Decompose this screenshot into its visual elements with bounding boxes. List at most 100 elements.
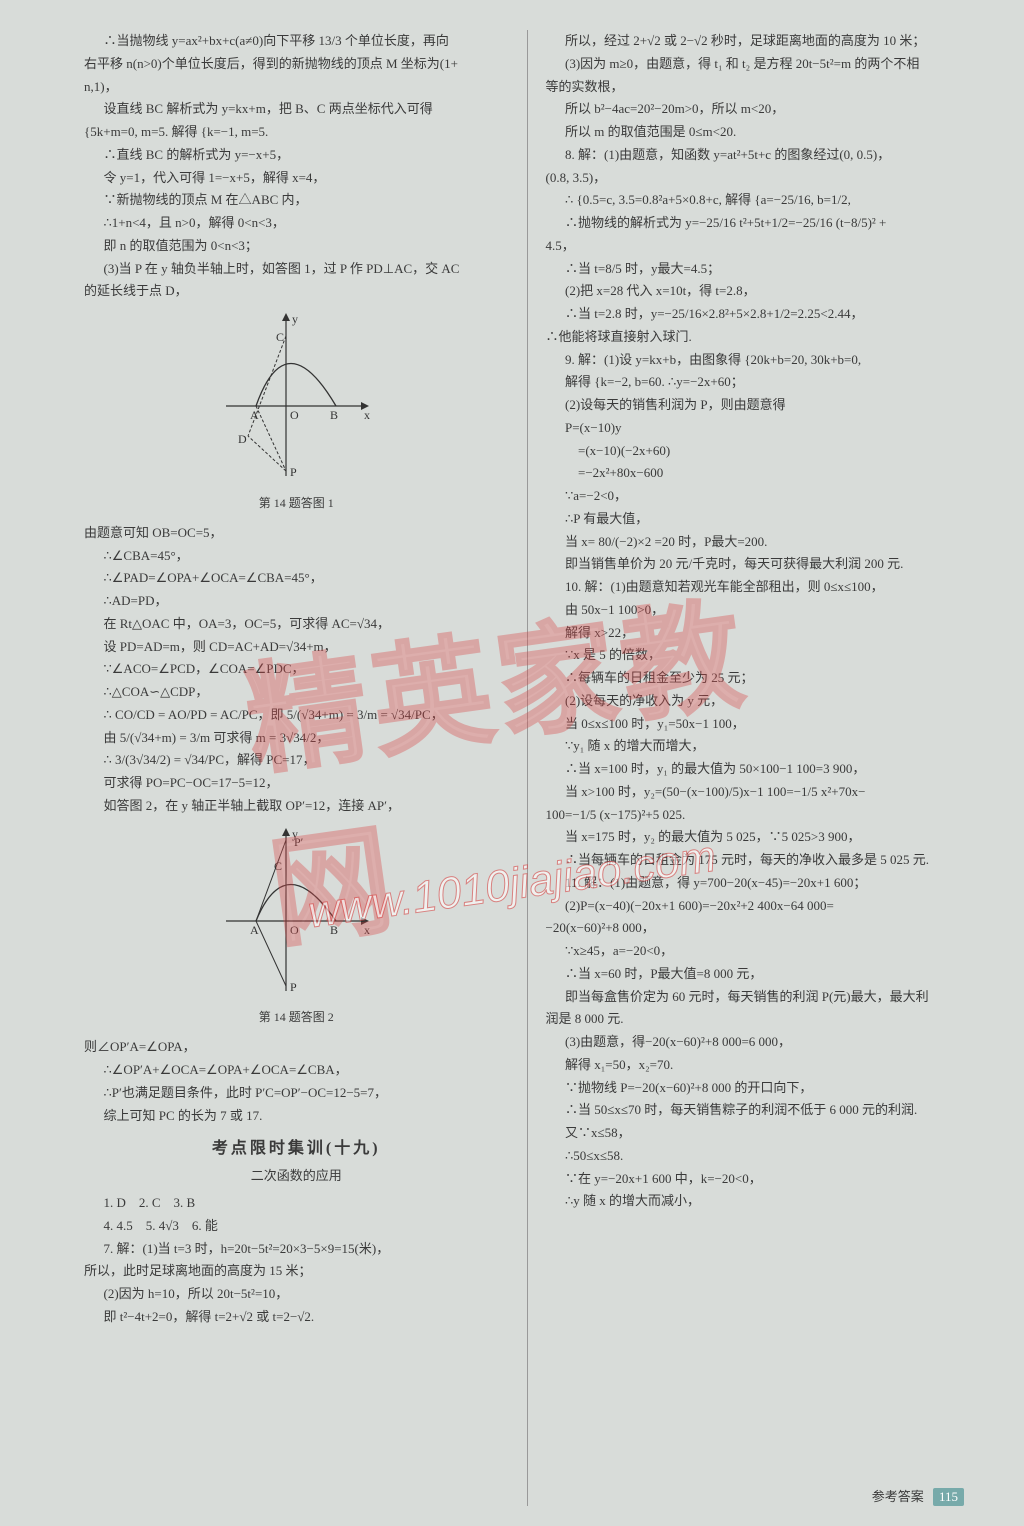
text-line: (2)因为 h=10，所以 20t−5t²=10， — [84, 1283, 509, 1306]
text-line: ∴△COA∽△CDP， — [84, 681, 509, 704]
text-line: ∴ 3/(3√34/2) = √34/PC，解得 PC=17， — [84, 749, 509, 772]
text-line: 当 0≤x≤100 时，y₁=50x−1 100， — [546, 713, 971, 736]
text-line: 所以 b²−4ac=20²−20m>0，所以 m<20， — [546, 98, 971, 121]
text-line: 在 Rt△OAC 中，OA=3，OC=5，可求得 AC=√34， — [84, 613, 509, 636]
text-line: ∵a=−2<0， — [546, 485, 971, 508]
text-line: (3)由题意，得−20(x−60)²+8 000=6 000， — [546, 1031, 971, 1054]
text-line: ∴他能将球直接射入球门. — [546, 326, 971, 349]
text-line: 4.5， — [546, 235, 971, 258]
text-line: 的延长线于点 D， — [84, 280, 509, 303]
text-line: 9. 解：(1)设 y=kx+b，由图象得 {20k+b=20, 30k+b=0… — [546, 349, 971, 372]
text-line: 如答图 2，在 y 轴正半轴上截取 OP′=12，连接 AP′， — [84, 795, 509, 818]
text-line: 所以 m 的取值范围是 0≤m<20. — [546, 121, 971, 144]
text-line: ∴抛物线的解析式为 y=−25/16 t²+5t+1/2=−25/16 (t−8… — [546, 212, 971, 235]
section-title: 考点限时集训(十九) — [84, 1135, 509, 1163]
text-line: 综上可知 PC 的长为 7 或 17. — [84, 1105, 509, 1128]
text-line: ∴直线 BC 的解析式为 y=−x+5， — [84, 144, 509, 167]
text-line: ∴当 t=2.8 时，y=−25/16×2.8²+5×2.8+1/2=2.25<… — [546, 303, 971, 326]
svg-text:D: D — [238, 432, 247, 446]
text-line: ∴P 有最大值， — [546, 508, 971, 531]
text-line: =(x−10)(−2x+60) — [546, 440, 971, 463]
text-line: {5k+m=0, m=5. 解得 {k=−1, m=5. — [84, 121, 509, 144]
figure-1: y x C A O B D P 第 14 题答图 1 — [84, 311, 509, 514]
text-line: (2)设每天的销售利润为 P，则由题意得 — [546, 394, 971, 417]
text-line: 由 50x−1 100>0， — [546, 599, 971, 622]
text-line: 则∠OP′A=∠OPA， — [84, 1036, 509, 1059]
svg-text:O: O — [290, 923, 299, 937]
text-line: (2)P=(x−40)(−20x+1 600)=−20x²+2 400x−64 … — [546, 895, 971, 918]
text-line: (2)把 x=28 代入 x=10t，得 t=2.8， — [546, 280, 971, 303]
text-line: 即当每盒售价定为 60 元时，每天销售的利润 P(元)最大，最大利 — [546, 986, 971, 1009]
svg-text:P′: P′ — [294, 835, 304, 849]
text-line: ∵x 是 5 的倍数， — [546, 644, 971, 667]
text-line: 当 x=175 时，y₂ 的最大值为 5 025，∵5 025>3 900， — [546, 826, 971, 849]
text-line: 润是 8 000 元. — [546, 1008, 971, 1031]
text-line: ∴y 随 x 的增大而减小， — [546, 1190, 971, 1213]
text-line: P=(x−10)y — [546, 417, 971, 440]
svg-text:x: x — [364, 408, 370, 422]
text-line: ∴ {0.5=c, 3.5=0.8²a+5×0.8+c, 解得 {a=−25/1… — [546, 189, 971, 212]
text-line: 解得 x₁=50，x₂=70. — [546, 1054, 971, 1077]
text-line: 7. 解：(1)当 t=3 时，h=20t−5t²=20×3−5×9=15(米)… — [84, 1238, 509, 1261]
svg-text:B: B — [330, 923, 338, 937]
footer-label: 参考答案 — [872, 1489, 924, 1504]
svg-text:x: x — [364, 923, 370, 937]
svg-text:P: P — [290, 980, 297, 994]
text-line: 即 n 的取值范围为 0<n<3； — [84, 235, 509, 258]
text-line: (2)设每天的净收入为 y 元， — [546, 690, 971, 713]
text-line: 8. 解：(1)由题意，知函数 y=at²+5t+c 的图象经过(0, 0.5)… — [546, 144, 971, 167]
column-divider — [527, 30, 528, 1506]
text-line: 1. D 2. C 3. B — [84, 1192, 509, 1215]
text-line: 解得 x>22， — [546, 622, 971, 645]
text-line: 当 x>100 时，y₂=(50−(x−100)/5)x−1 100=−1/5 … — [546, 781, 971, 804]
text-line: 又∵x≤58， — [546, 1122, 971, 1145]
text-line: 等的实数根， — [546, 76, 971, 99]
text-line: ∴当抛物线 y=ax²+bx+c(a≠0)向下平移 13/3 个单位长度，再向 — [84, 30, 509, 53]
text-line: 11. 解：(1)由题意，得 y=700−20(x−45)=−20x+1 600… — [546, 872, 971, 895]
text-line: ∴1+n<4，且 n>0，解得 0<n<3， — [84, 212, 509, 235]
section-subtitle: 二次函数的应用 — [84, 1165, 509, 1188]
text-line: ∵抛物线 P=−20(x−60)²+8 000 的开口向下， — [546, 1077, 971, 1100]
figure-2-caption: 第 14 题答图 2 — [84, 1007, 509, 1028]
text-line: (3)因为 m≥0，由题意，得 t₁ 和 t₂ 是方程 20t−5t²=m 的两… — [546, 53, 971, 76]
text-line: 令 y=1，代入可得 1=−x+5，解得 x=4， — [84, 167, 509, 190]
text-line: 解得 {k=−2, b=60. ∴y=−2x+60； — [546, 371, 971, 394]
text-line: ∴P′也满足题目条件，此时 P′C=OP′−OC=12−5=7， — [84, 1082, 509, 1105]
page: ∴当抛物线 y=ax²+bx+c(a≠0)向下平移 13/3 个单位长度，再向 … — [0, 0, 1024, 1526]
right-column: 所以，经过 2+√2 或 2−√2 秒时，足球距离地面的高度为 10 米； (3… — [532, 30, 985, 1506]
svg-text:C: C — [276, 330, 284, 344]
figure-2: y P′ x C A O B P 第 14 题答图 2 — [84, 826, 509, 1029]
text-line: ∴∠CBA=45°， — [84, 545, 509, 568]
text-line: ∴ CO/CD = AO/PD = AC/PC，即 5/(√34+m) = 3/… — [84, 704, 509, 727]
text-line: =−2x²+80x−600 — [546, 462, 971, 485]
svg-text:O: O — [290, 408, 299, 422]
text-line: 100=−1/5 (x−175)²+5 025. — [546, 804, 971, 827]
text-line: 即当销售单价为 20 元/千克时，每天可获得最大利润 200 元. — [546, 553, 971, 576]
text-line: ∴当每辆车的日租金为 175 元时，每天的净收入最多是 5 025 元. — [546, 849, 971, 872]
text-line: 由 5/(√34+m) = 3/m 可求得 m = 3√34/2， — [84, 727, 509, 750]
text-line: (0.8, 3.5)， — [546, 167, 971, 190]
svg-text:P: P — [290, 465, 297, 479]
text-line: 右平移 n(n>0)个单位长度后，得到的新抛物线的顶点 M 坐标为(1+ — [84, 53, 509, 76]
text-line: (3)当 P 在 y 轴负半轴上时，如答图 1，过 P 作 PD⊥AC，交 AC — [84, 258, 509, 281]
text-line: 由题意可知 OB=OC=5， — [84, 522, 509, 545]
text-line: 所以，经过 2+√2 或 2−√2 秒时，足球距离地面的高度为 10 米； — [546, 30, 971, 53]
text-line: ∴当 x=60 时，P最大值=8 000 元， — [546, 963, 971, 986]
text-line: 所以，此时足球离地面的高度为 15 米； — [84, 1260, 509, 1283]
text-line: ∵y₁ 随 x 的增大而增大， — [546, 735, 971, 758]
figure-1-caption: 第 14 题答图 1 — [84, 493, 509, 514]
text-line: 即 t²−4t+2=0，解得 t=2+√2 或 t=2−√2. — [84, 1306, 509, 1329]
text-line: ∴∠PAD=∠OPA+∠OCA=∠CBA=45°， — [84, 567, 509, 590]
text-line: ∴当 t=8/5 时，y最大=4.5； — [546, 258, 971, 281]
text-line: 10. 解：(1)由题意知若观光车能全部租出，则 0≤x≤100， — [546, 576, 971, 599]
text-line: ∴∠OP′A+∠OCA=∠OPA+∠OCA=∠CBA， — [84, 1059, 509, 1082]
svg-text:y: y — [292, 312, 298, 326]
text-line: 可求得 PO=PC−OC=17−5=12， — [84, 772, 509, 795]
text-line: ∴当 x=100 时，y₁ 的最大值为 50×100−1 100=3 900， — [546, 758, 971, 781]
text-line: 4. 4.5 5. 4√3 6. 能 — [84, 1215, 509, 1238]
text-line: n,1)， — [84, 76, 509, 99]
left-column: ∴当抛物线 y=ax²+bx+c(a≠0)向下平移 13/3 个单位长度，再向 … — [70, 30, 523, 1506]
page-number: 115 — [933, 1488, 964, 1506]
text-line: ∴AD=PD， — [84, 590, 509, 613]
page-footer: 参考答案 115 — [872, 1486, 964, 1506]
